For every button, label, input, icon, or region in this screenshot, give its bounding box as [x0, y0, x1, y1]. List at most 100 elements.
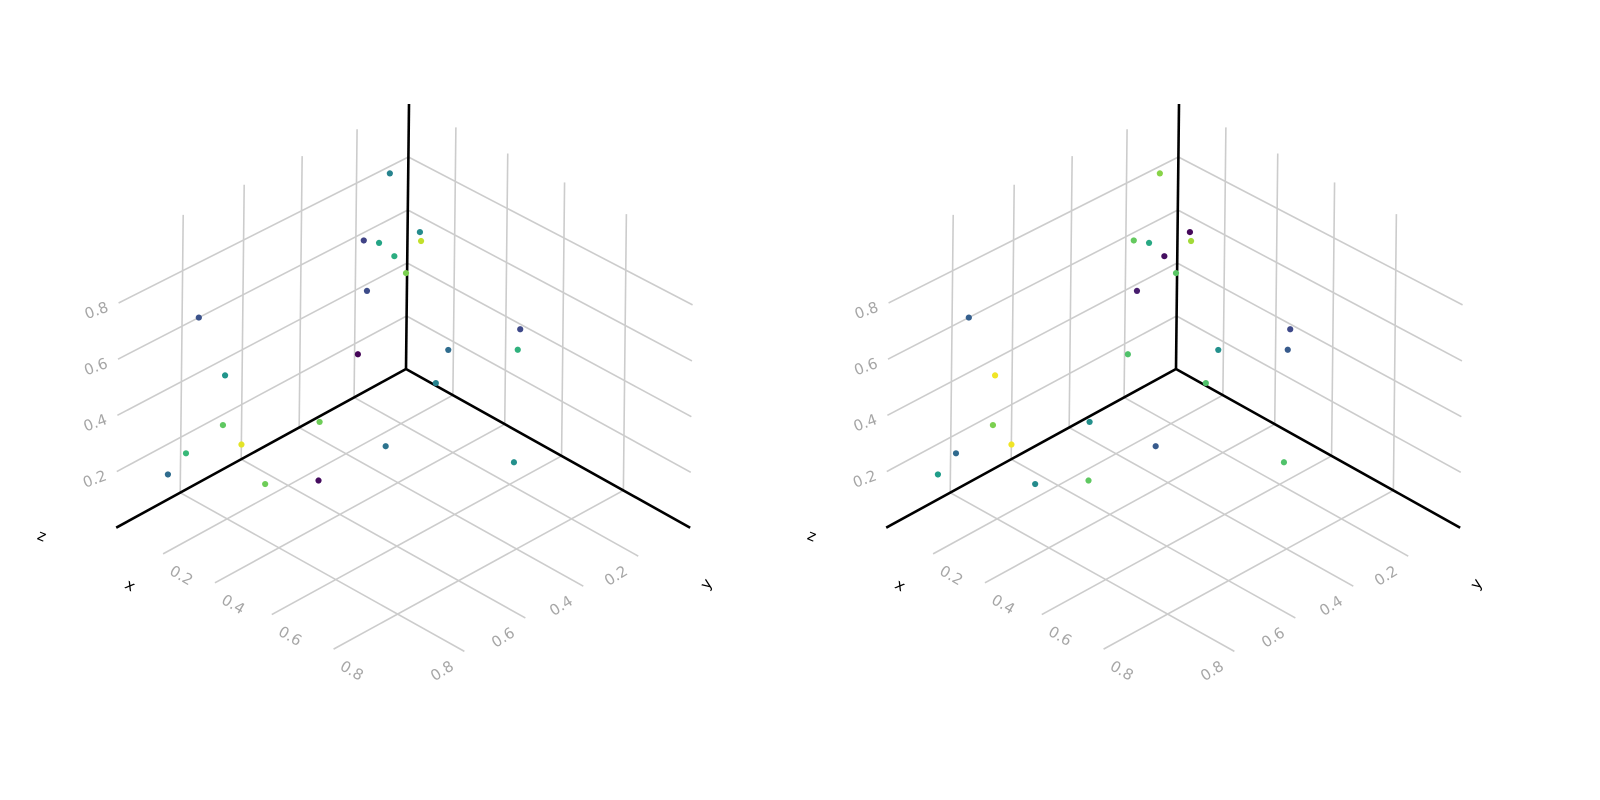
- floor-gridline-y: [1010, 458, 1296, 619]
- scatter-point: [1145, 239, 1153, 247]
- floor-gridline-y: [240, 458, 526, 619]
- scatter-point: [1215, 346, 1222, 354]
- scatter-point: [1008, 441, 1015, 448]
- scatter-point: [386, 170, 393, 177]
- z-tick-label: 0.6: [82, 354, 111, 379]
- scatter-point: [965, 314, 972, 321]
- x-tick-label: 0.4: [988, 591, 1018, 619]
- xz-wall-gridline-x: [560, 182, 566, 456]
- yz-wall-gridline-z: [888, 156, 1179, 304]
- scatter-point: [952, 450, 960, 457]
- yz-wall-gridline-y: [949, 214, 955, 493]
- yz-wall-gridline-y: [179, 214, 185, 493]
- z-tick-label: 0.6: [852, 354, 881, 379]
- xz-wall-gridline-z: [406, 262, 692, 418]
- x-tick-label: 0.6: [275, 622, 305, 650]
- xz-wall-gridline-z: [1176, 315, 1462, 474]
- scatter-point: [363, 287, 371, 294]
- floor-gridline-y: [1068, 426, 1354, 587]
- yz-wall-gridline-z: [116, 315, 407, 473]
- y-tick-label: 0.6: [1258, 624, 1288, 652]
- floor-gridline-x: [1041, 455, 1332, 616]
- scatter-point: [315, 477, 322, 484]
- floor-gridline-y: [1123, 396, 1409, 557]
- z-axis-line: [404, 103, 411, 370]
- scatter-point: [375, 239, 383, 247]
- scatter-point: [1186, 229, 1194, 236]
- yz-wall-gridline-y: [1010, 184, 1015, 460]
- scatter-point: [391, 253, 398, 260]
- scatter-point: [221, 372, 229, 379]
- floor-gridline-x: [1103, 489, 1394, 650]
- scatter-point: [1187, 237, 1195, 245]
- xz-wall-gridline-x: [1273, 153, 1279, 425]
- floor-gridline-x: [333, 489, 624, 650]
- x-tick-label: 0.2: [167, 562, 197, 590]
- z-axis-label: z: [805, 526, 819, 546]
- y-axis-line: [115, 367, 407, 529]
- scatter-point: [164, 471, 172, 478]
- scatter-point: [219, 422, 227, 429]
- scatter-point: [1086, 418, 1093, 426]
- floor-gridline-x: [932, 394, 1224, 555]
- yz-wall-gridline-z: [886, 315, 1177, 473]
- xz-wall-gridline-x: [503, 153, 509, 425]
- yz-wall-gridline-z: [117, 209, 409, 360]
- y-tick-label: 0.2: [1371, 562, 1401, 590]
- y-axis-label: y: [696, 575, 716, 593]
- scatter-point: [1202, 379, 1209, 387]
- scatter-point: [517, 326, 524, 333]
- xz-wall-gridline-x: [452, 127, 457, 396]
- yz-wall-gridline-z: [887, 209, 1179, 360]
- z-axis-label: z: [35, 526, 49, 546]
- scatter-point: [989, 422, 997, 429]
- z-tick-label: 0.2: [850, 467, 879, 492]
- scatter-point: [1152, 443, 1159, 450]
- y-tick-label: 0.2: [601, 562, 631, 590]
- x-tick-label: 0.6: [1045, 622, 1075, 650]
- floor-gridline-y: [949, 491, 1235, 653]
- chart-panel-2: 0.2 0.4 0.6 0.8 0.2 0.4 0.6 0.8 0.2 0.4 0.6 0.8 x y z: [805, 103, 1486, 685]
- floor-gridline-y: [179, 491, 465, 653]
- xz-wall-gridline-x: [1222, 127, 1227, 396]
- scatter-point: [1085, 477, 1092, 484]
- y-axis-label: y: [1466, 575, 1486, 593]
- xz-wall-gridline-z: [406, 315, 692, 474]
- xz-wall-gridline-z: [408, 156, 693, 306]
- floor-gridline-x: [162, 394, 454, 555]
- y-tick-label: 0.6: [488, 624, 518, 652]
- x-axis-label: x: [122, 575, 139, 595]
- yz-wall-gridline-y: [1068, 156, 1073, 428]
- scatter-point: [316, 418, 323, 426]
- scatter-point: [1124, 351, 1131, 358]
- scatter-point: [195, 314, 202, 321]
- floor-gridline-x: [271, 455, 562, 616]
- z-axis-line: [1174, 103, 1181, 370]
- scatter-point: [510, 459, 518, 466]
- scatter-point: [402, 270, 410, 277]
- floor-gridline-x: [214, 423, 506, 584]
- y-tick-label: 0.4: [1316, 592, 1346, 620]
- scatter-point: [354, 351, 361, 358]
- z-tick-label: 0.4: [81, 410, 110, 435]
- scatter-point: [1156, 170, 1163, 177]
- xz-wall-gridline-x: [1392, 214, 1398, 491]
- scatter-point: [382, 443, 389, 450]
- scatter-point: [262, 480, 269, 488]
- xz-wall-gridline-z: [1177, 209, 1463, 362]
- x-tick-label: 0.8: [337, 657, 367, 685]
- scatter-point: [417, 237, 425, 245]
- scatter-point: [1032, 480, 1039, 488]
- yz-wall-gridline-z: [887, 262, 1178, 417]
- x-axis-line: [1175, 367, 1461, 529]
- scatter-point: [934, 471, 942, 478]
- scatter-point: [1161, 253, 1168, 260]
- xz-wall-gridline-z: [1176, 262, 1462, 418]
- floor-gridline-x: [984, 423, 1276, 584]
- z-tick-label: 0.4: [851, 410, 880, 435]
- xz-wall-gridline-x: [622, 214, 628, 491]
- y-tick-label: 0.8: [427, 657, 457, 685]
- x-tick-label: 0.2: [937, 562, 967, 590]
- chart-panel-1: 0.2 0.4 0.6 0.8 0.2 0.4 0.6 0.8 0.2 0.4 0.6 0.8 x y z: [35, 103, 716, 685]
